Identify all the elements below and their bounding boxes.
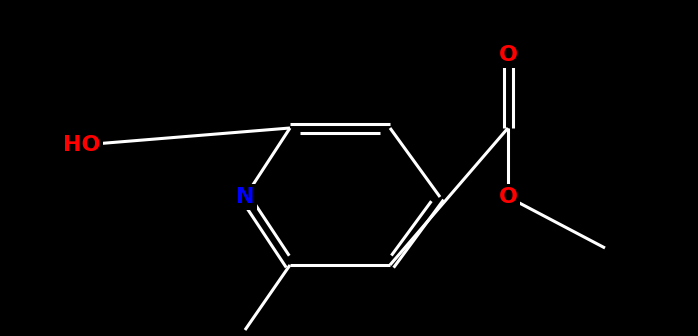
Text: N: N xyxy=(236,187,254,207)
Text: O: O xyxy=(498,45,517,65)
Text: O: O xyxy=(498,187,517,207)
Text: HO: HO xyxy=(64,135,101,155)
